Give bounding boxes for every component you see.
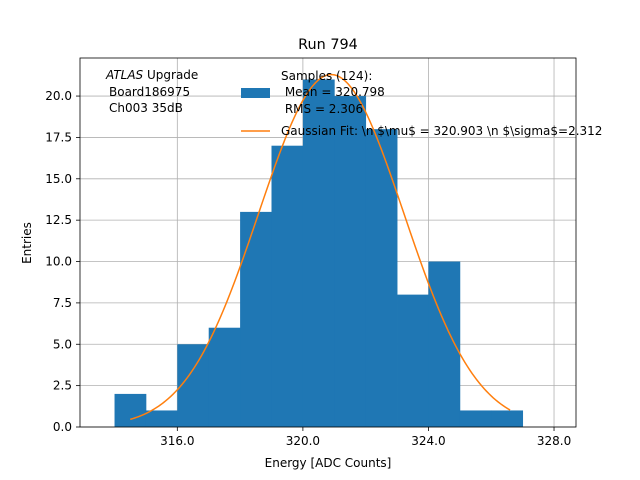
legend-hist-label-line-2: Mean = 320.798 (281, 85, 385, 99)
plot-frame (79, 57, 577, 428)
x-tick-label: 316.0 (160, 434, 194, 448)
annotation-line-1: ATLAS Upgrade (105, 68, 198, 82)
histogram-bar (397, 294, 429, 427)
histogram-bar (334, 96, 367, 428)
histogram-bar (240, 211, 272, 427)
legend-fit-label: Gaussian Fit: \n $\mu$ = 320.903 \n $\si… (281, 124, 602, 138)
x-tick-label: 328.0 (537, 434, 571, 448)
y-tick-label: 0.0 (53, 420, 72, 434)
y-tick-label: 10.0 (45, 255, 72, 269)
histogram-bar (145, 410, 178, 427)
x-axis-ticks: 316.0 320.0 324.0 328.0 (160, 427, 571, 448)
histogram-bar (177, 344, 210, 427)
legend-hist-label-line-1: Samples (124): (281, 69, 372, 83)
legend: Samples (124): Mean = 320.798 RMS = 2.30… (241, 69, 602, 138)
histogram-bar (271, 145, 304, 427)
y-tick-label: 2.5 (53, 379, 72, 393)
y-tick-label: 5.0 (53, 337, 72, 351)
annotation-line-2: Board186975 (109, 85, 190, 99)
histogram-bar (459, 410, 492, 427)
y-tick-label: 20.0 (45, 89, 72, 103)
histogram-bar (302, 79, 335, 428)
histogram-bar (365, 129, 398, 427)
gaussian-fit-line (130, 73, 511, 421)
legend-hist-swatch (241, 88, 270, 98)
y-tick-label: 7.5 (53, 296, 72, 310)
y-axis-ticks: 0.0 2.5 5.0 7.5 10.0 12.5 15.0 17.5 20.0 (45, 89, 80, 434)
histogram-bar (114, 393, 147, 427)
annotation-line-3: Ch003 35dB (109, 101, 183, 115)
histogram-bar (491, 410, 524, 427)
y-axis-label: Entries (20, 222, 34, 264)
x-tick-label: 320.0 (286, 434, 320, 448)
histogram-bar (208, 327, 241, 427)
atlas-annotation: ATLAS Upgrade Board186975 Ch003 35dB (105, 68, 198, 115)
x-tick-label: 324.0 (411, 434, 445, 448)
y-tick-label: 12.5 (45, 213, 72, 227)
y-tick-label: 15.0 (45, 172, 72, 186)
chart-title: Run 794 (298, 37, 358, 53)
y-tick-label: 17.5 (45, 130, 72, 144)
x-axis-label: Energy [ADC Counts] (265, 456, 392, 470)
legend-hist-label-line-3: RMS = 2.306 (281, 102, 363, 116)
